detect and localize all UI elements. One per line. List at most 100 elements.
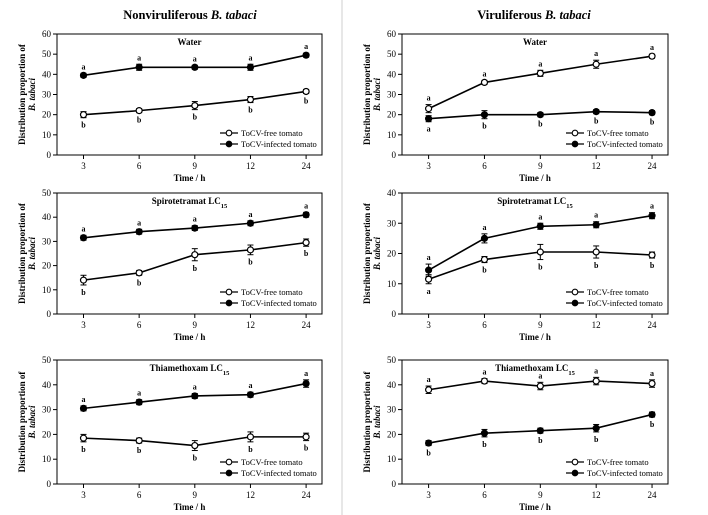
plot-frame [56, 192, 323, 315]
legend-marker [571, 140, 579, 148]
y-axis-label-species: B. tabaci [27, 405, 37, 439]
legend-label: ToCV-free tomato [241, 287, 303, 297]
data-point-infected [191, 224, 199, 232]
x-tick-label: 3 [426, 320, 431, 330]
data-point-free [79, 276, 88, 284]
x-tick-label: 6 [137, 320, 142, 330]
y-tick-label: 30 [42, 236, 52, 246]
data-point-free [135, 269, 143, 277]
y-tick-label: 20 [387, 429, 397, 439]
significance-letter: a [248, 381, 252, 390]
y-tick-label: 0 [392, 150, 397, 160]
significance-letter: b [81, 121, 86, 130]
y-tick-label: 50 [387, 49, 397, 59]
chart-panel: 0 10 20 30 40 3 6 9 12 24 Time / h Distribution pro… [362, 188, 669, 342]
x-axis-label: Time / h [174, 332, 206, 342]
legend-label: ToCV-free tomato [587, 457, 649, 467]
y-tick-label: 50 [387, 355, 397, 365]
significance-letter: a [482, 368, 486, 377]
y-tick-label: 50 [42, 355, 52, 365]
data-point-infected [480, 111, 489, 119]
y-tick-label: 0 [47, 150, 52, 160]
data-point-infected [648, 109, 656, 117]
data-point-infected [536, 222, 544, 230]
legend-marker [225, 129, 233, 137]
data-point-free [425, 386, 433, 394]
y-tick-label: 10 [42, 130, 52, 140]
significance-letter: b [594, 261, 599, 270]
x-tick-label: 12 [246, 161, 255, 171]
data-point-free [191, 101, 199, 110]
significance-letter: b [482, 440, 487, 449]
legend-marker [571, 299, 579, 307]
data-point-infected [191, 392, 199, 400]
data-point-free [246, 95, 255, 104]
significance-letter: a [137, 218, 141, 227]
x-tick-label: 3 [81, 161, 86, 171]
x-tick-label: 24 [302, 320, 312, 330]
data-point-free [536, 248, 544, 256]
data-point-free [648, 251, 656, 259]
y-axis-label: Distribution proportion of [362, 202, 372, 304]
significance-letter: a [427, 125, 431, 134]
legend-label: ToCV-free tomato [241, 128, 303, 138]
y-tick-label: 50 [42, 188, 52, 198]
data-point-infected [191, 63, 199, 71]
significance-letter: b [482, 266, 487, 275]
significance-letter: b [538, 436, 543, 445]
significance-letter: b [248, 258, 253, 267]
data-point-free [648, 52, 656, 60]
significance-letter: b [81, 288, 86, 297]
chart-panel: 0 10 20 30 40 50 60 3 6 9 12 24 Time / h Distribution… [362, 29, 669, 183]
x-tick-label: 12 [246, 490, 255, 500]
data-point-infected [246, 391, 255, 399]
data-point-free [191, 251, 199, 259]
significance-letter: b [482, 122, 487, 131]
significance-letter: a [82, 224, 86, 233]
significance-letter: a [427, 94, 431, 103]
significance-letter: b [137, 116, 142, 125]
x-tick-label: 12 [592, 320, 601, 330]
legend-marker [571, 458, 579, 466]
data-point-free [79, 434, 88, 442]
panel-title: Spirotetramat LC15 [152, 196, 228, 210]
y-tick-label: 50 [42, 49, 52, 59]
x-tick-label: 6 [482, 161, 487, 171]
y-tick-label: 30 [42, 405, 52, 415]
data-point-infected [79, 234, 88, 242]
x-tick-label: 6 [482, 320, 487, 330]
significance-letter: a [248, 210, 252, 219]
column-title-viruliferous: Viruliferous B. tabaci [477, 8, 591, 22]
y-tick-label: 0 [47, 309, 52, 319]
y-tick-label: 10 [387, 279, 397, 289]
data-point-free [592, 60, 600, 68]
y-axis-label-species: B. tabaci [27, 237, 37, 271]
legend-marker [571, 469, 579, 477]
significance-letter: a [137, 53, 141, 62]
y-tick-label: 20 [42, 429, 52, 439]
y-tick-label: 30 [387, 90, 397, 100]
legend-marker [225, 458, 233, 466]
data-point-infected [592, 108, 600, 116]
significance-letter: b [193, 113, 198, 122]
significance-letter: b [594, 117, 599, 126]
legend-marker [225, 288, 233, 296]
chart-panel: 0 10 20 30 40 50 60 3 6 9 12 24 Time / h Distribution… [17, 29, 323, 183]
legend-marker [225, 469, 233, 477]
data-point-infected [302, 379, 310, 388]
y-tick-label: 20 [42, 110, 52, 120]
data-point-free [536, 382, 544, 390]
data-point-free [191, 441, 199, 450]
significance-letter: b [594, 435, 599, 444]
data-point-infected [480, 429, 489, 437]
data-point-infected [592, 221, 600, 229]
significance-letter: a [82, 395, 86, 404]
data-point-free [302, 87, 310, 96]
x-tick-label: 24 [302, 490, 312, 500]
data-point-free [592, 377, 600, 385]
significance-letter: a [482, 69, 486, 78]
significance-letter: b [137, 446, 142, 455]
data-point-infected [135, 63, 143, 71]
